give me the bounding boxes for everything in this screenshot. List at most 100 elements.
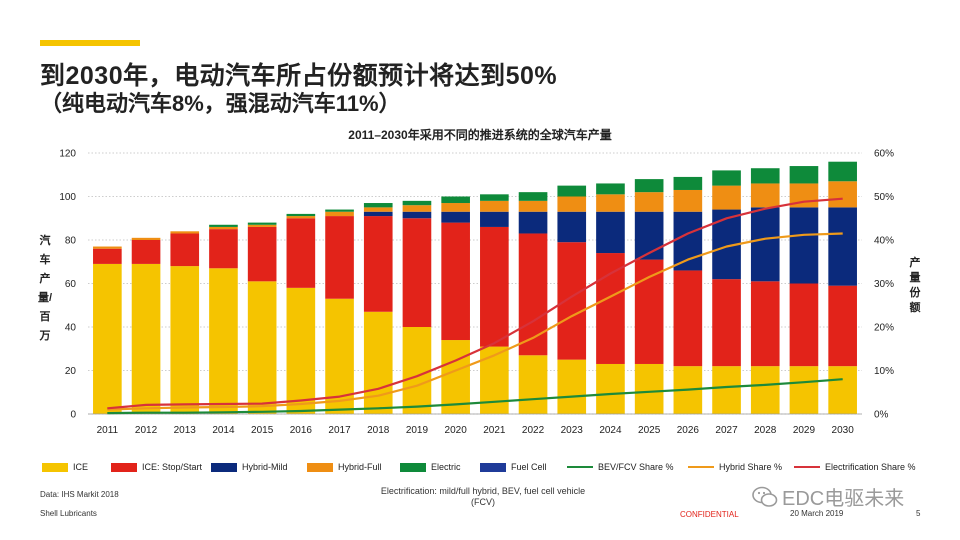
x-tick-label: 2013	[174, 425, 197, 436]
bar-segment	[557, 359, 587, 414]
x-tick-label: 2020	[445, 425, 468, 436]
legend-label: Hybrid Share %	[719, 462, 783, 472]
legend-line	[794, 466, 820, 468]
bar-segment	[673, 189, 703, 212]
y2-tick-label: 30%	[874, 279, 894, 290]
bar-segment	[518, 211, 548, 234]
bar-segment	[480, 346, 509, 414]
bar-segment	[402, 200, 432, 206]
bar-segment	[789, 207, 819, 284]
bar-segment	[518, 192, 548, 201]
y-tick-label: 20	[65, 366, 77, 377]
x-tick-label: 2018	[367, 425, 390, 436]
bar-segment	[402, 218, 432, 327]
slide-title: 到2030年，电动汽车所占份额预计将达到50%	[40, 62, 558, 90]
bar-segment	[789, 366, 819, 414]
bar-segment	[596, 194, 625, 212]
y2-tick-label: 40%	[874, 236, 894, 247]
x-tick-label: 2027	[715, 425, 738, 436]
legend-item-electrification-share: Electrification Share %	[794, 459, 916, 475]
bar-segment	[441, 211, 470, 223]
chart-title: 2011–2030年采用不同的推进系统的全球汽车产量	[348, 128, 612, 142]
y-axis-label-left: 汽车产量/百万	[38, 235, 53, 342]
bar-segment	[750, 207, 780, 282]
data-source: Data: IHS Markit 2018	[40, 490, 119, 499]
x-tick-label: 2023	[561, 425, 584, 436]
bar-segment	[131, 237, 161, 240]
bar-segment	[441, 203, 470, 212]
bar-segment	[93, 248, 122, 264]
bar-segment	[247, 222, 277, 225]
bar-segment	[93, 263, 122, 414]
chart-legend: ICE ICE: Stop/Start Hybrid-Mild Hybrid-F…	[42, 459, 942, 475]
x-tick-label: 2030	[832, 425, 855, 436]
legend-label: ICE	[73, 462, 89, 472]
company-name: Shell Lubricants	[40, 509, 97, 518]
legend-swatch	[42, 462, 68, 472]
bar-segment	[441, 196, 470, 204]
y-tick-label: 60	[65, 279, 77, 290]
bar-segment	[247, 281, 277, 414]
bar-segment	[712, 279, 741, 367]
bar-segment	[441, 340, 470, 414]
bar-segment	[828, 366, 857, 414]
bar-segment	[518, 200, 548, 212]
legend-line	[688, 466, 714, 468]
legend-label: BEV/FCV Share %	[598, 462, 674, 472]
series-line	[107, 197, 843, 410]
bar-segment	[209, 268, 238, 414]
x-tick-label: 2021	[483, 425, 506, 436]
confidential-label: CONFIDENTIAL	[680, 510, 739, 519]
legend-swatch	[307, 462, 333, 472]
bar-segment	[363, 311, 393, 414]
bar-segment	[634, 179, 664, 193]
x-tick-label: 2017	[328, 425, 351, 436]
legend-swatch	[111, 462, 137, 472]
legend-label: Hybrid-Full	[338, 462, 382, 472]
bar-segment	[402, 327, 432, 414]
legend-item-hybrid-mild: Hybrid-Mild	[211, 459, 288, 475]
bar-segment	[518, 233, 548, 356]
bar-segment	[557, 242, 587, 360]
watermark: EDC电驱未来	[752, 482, 904, 511]
page-number: 5	[916, 509, 921, 518]
bar-segment	[363, 207, 393, 212]
series-line	[107, 232, 843, 411]
bar-segment	[518, 355, 548, 414]
y-axis-label-right: 产量份额	[909, 257, 921, 314]
bar-segment	[131, 263, 161, 414]
x-tick-label: 2012	[135, 425, 158, 436]
legend-item-fuel-cell: Fuel Cell	[480, 459, 547, 475]
x-tick-label: 2029	[793, 425, 816, 436]
x-tick-label: 2019	[406, 425, 429, 436]
bar-segment	[170, 233, 200, 267]
y-tick-label: 120	[59, 149, 76, 160]
legend-item-hybrid-full: Hybrid-Full	[307, 459, 382, 475]
y2-tick-label: 20%	[874, 323, 894, 334]
bar-segment	[286, 213, 316, 217]
x-tick-label: 2025	[638, 425, 661, 436]
bar-segment	[402, 211, 432, 219]
x-tick-label: 2016	[290, 425, 313, 436]
bar-segment	[712, 170, 741, 186]
bar-segment	[828, 285, 857, 367]
x-tick-label: 2015	[251, 425, 274, 436]
bar-segment	[209, 224, 238, 227]
bar-segment	[363, 211, 393, 217]
bar-segment	[712, 366, 741, 414]
series-line	[107, 378, 843, 415]
y-tick-label: 100	[59, 192, 76, 203]
chat-bubble-icon	[752, 486, 778, 507]
bar-segment	[789, 283, 819, 367]
bar-segment	[363, 203, 393, 208]
bar-segment	[402, 205, 432, 212]
bar-segment	[480, 194, 509, 201]
legend-item-electric: Electric	[400, 459, 461, 475]
x-tick-label: 2028	[754, 425, 777, 436]
y2-tick-label: 50%	[874, 192, 894, 203]
bar-segment	[750, 183, 780, 208]
y2-tick-label: 60%	[874, 149, 894, 160]
bar-segment	[480, 211, 509, 227]
bar-segment	[286, 218, 316, 288]
